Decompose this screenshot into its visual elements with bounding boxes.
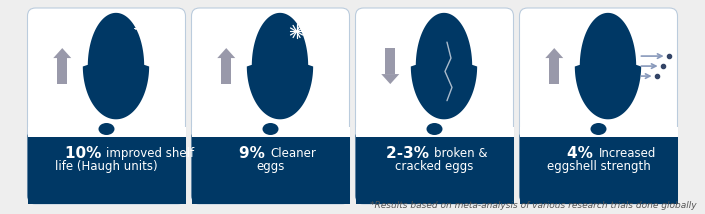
Polygon shape: [381, 74, 399, 84]
Text: *Results based on meta-analysis of various research trials done globally: *Results based on meta-analysis of vario…: [370, 201, 697, 210]
Polygon shape: [411, 13, 477, 119]
Text: 10%: 10%: [65, 146, 106, 161]
Bar: [192, 129, 350, 196]
Bar: [27, 129, 185, 196]
Text: eggs: eggs: [257, 160, 285, 173]
Text: 9%: 9%: [240, 146, 271, 161]
Bar: [192, 127, 350, 137]
Polygon shape: [575, 13, 641, 119]
Bar: [549, 58, 559, 84]
Bar: [520, 137, 678, 204]
Polygon shape: [54, 48, 71, 58]
Bar: [520, 127, 678, 137]
Ellipse shape: [262, 123, 278, 135]
Text: 4%: 4%: [568, 146, 599, 161]
Bar: [221, 58, 231, 84]
FancyBboxPatch shape: [355, 129, 513, 204]
FancyBboxPatch shape: [27, 129, 185, 204]
Text: 2-3%: 2-3%: [386, 146, 434, 161]
Text: broken &: broken &: [434, 147, 488, 160]
FancyBboxPatch shape: [192, 8, 350, 204]
Bar: [27, 127, 185, 137]
Text: life (Haugh units): life (Haugh units): [55, 160, 158, 173]
FancyBboxPatch shape: [27, 8, 185, 204]
Bar: [355, 137, 513, 204]
Bar: [192, 137, 350, 204]
Text: improved shelf: improved shelf: [106, 147, 195, 160]
Ellipse shape: [99, 123, 114, 135]
FancyBboxPatch shape: [192, 129, 350, 204]
Polygon shape: [247, 13, 313, 119]
Polygon shape: [545, 48, 563, 58]
Bar: [57, 58, 67, 84]
Text: cracked eggs: cracked eggs: [396, 160, 474, 173]
FancyBboxPatch shape: [355, 8, 513, 204]
Bar: [27, 137, 185, 204]
Bar: [355, 129, 513, 196]
Ellipse shape: [427, 123, 443, 135]
Polygon shape: [217, 48, 235, 58]
Ellipse shape: [591, 123, 606, 135]
Polygon shape: [82, 13, 149, 119]
Bar: [355, 127, 513, 137]
Text: Increased: Increased: [599, 147, 656, 160]
Bar: [520, 129, 678, 196]
Text: Cleaner: Cleaner: [271, 147, 317, 160]
FancyBboxPatch shape: [520, 129, 678, 204]
Bar: [385, 48, 396, 74]
FancyBboxPatch shape: [520, 8, 678, 204]
Text: eggshell strength: eggshell strength: [546, 160, 651, 173]
